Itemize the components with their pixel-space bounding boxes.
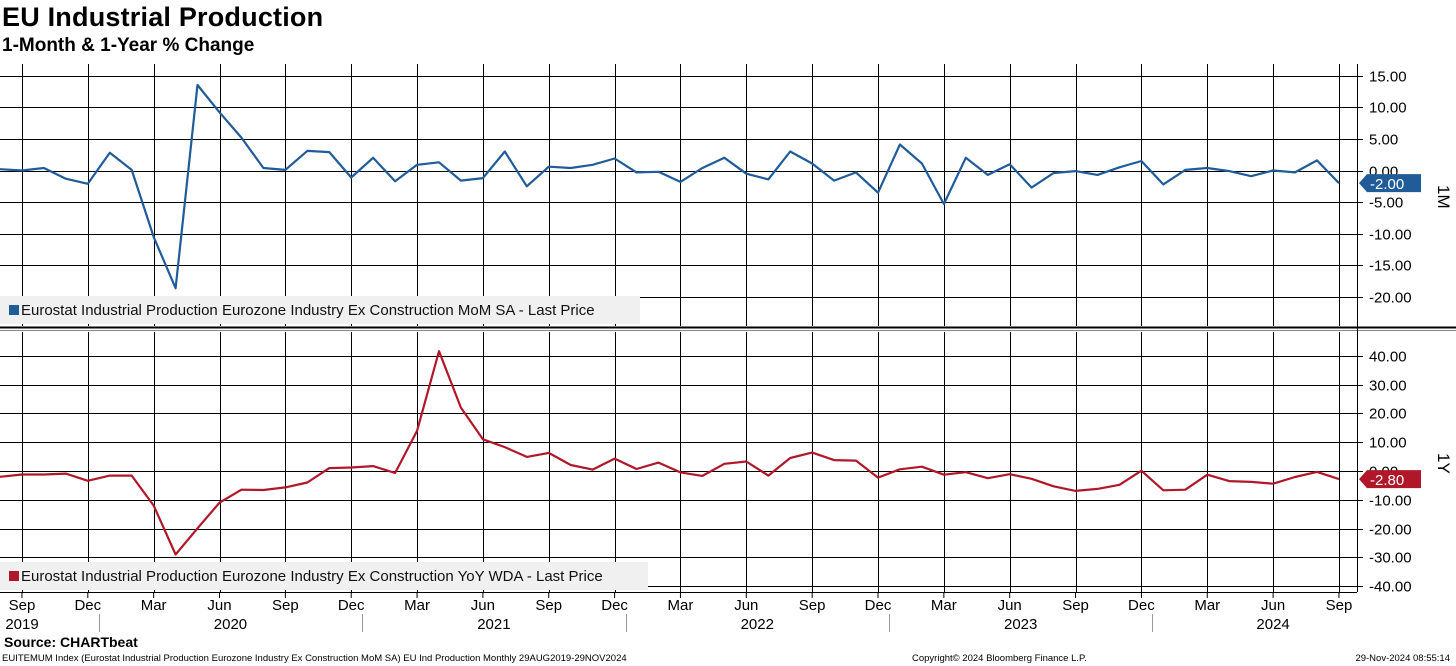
- legend-label: Eurostat Industrial Production Eurozone …: [21, 302, 595, 319]
- x-tick-label: Mar: [1194, 597, 1220, 614]
- panel-tag: 1M: [1434, 185, 1453, 209]
- x-tick-label: Mar: [931, 597, 957, 614]
- x-tick-label: Jun: [734, 597, 758, 614]
- x-tick-label: Sep: [1326, 597, 1353, 614]
- footer-timestamp: 29-Nov-2024 08:55:14: [1355, 653, 1450, 664]
- y-tick-label: 10.00: [1369, 100, 1407, 117]
- x-tick-label: Jun: [471, 597, 495, 614]
- y-tick-label: 40.00: [1369, 349, 1407, 366]
- series-line: [0, 83, 1340, 290]
- legend-label: Eurostat Industrial Production Eurozone …: [21, 568, 603, 585]
- legend-box: [0, 296, 640, 324]
- x-year-label: 2020: [214, 616, 247, 633]
- x-year-label: 2023: [1004, 616, 1037, 633]
- y-tick-label: 5.00: [1369, 132, 1398, 149]
- x-tick-label: Sep: [9, 597, 36, 614]
- y-tick-label: -10.00: [1369, 493, 1412, 510]
- x-tick-label: Mar: [141, 597, 167, 614]
- panel-tag: 1Y: [1434, 453, 1453, 474]
- x-tick-label: Jun: [207, 597, 231, 614]
- x-tick-label: Mar: [404, 597, 430, 614]
- y-tick-label: 10.00: [1369, 435, 1407, 452]
- x-tick-label: Mar: [668, 597, 694, 614]
- y-tick-label: -20.00: [1369, 522, 1412, 539]
- last-value-label: -2.00: [1370, 176, 1404, 193]
- y-tick-label: -20.00: [1369, 290, 1412, 307]
- series-line: [0, 350, 1340, 556]
- legend-swatch: [9, 571, 19, 581]
- chart-title: EU Industrial Production: [2, 2, 324, 32]
- legend-swatch: [9, 305, 19, 315]
- bottom-panel: 40.0030.0020.0010.000.00-10.00-20.00-30.…: [0, 332, 1453, 596]
- footer-index-description: EUITEMUM Index (Eurostat Industrial Prod…: [2, 653, 627, 664]
- top-panel: 15.0010.005.000.00-5.00-10.00-15.00-20.0…: [0, 64, 1453, 326]
- legend-box: [0, 562, 648, 590]
- x-tick-label: Dec: [601, 597, 628, 614]
- y-tick-label: -40.00: [1369, 579, 1412, 596]
- last-value-label: -2.80: [1370, 472, 1404, 489]
- x-year-label: 2022: [741, 616, 774, 633]
- y-tick-label: -30.00: [1369, 550, 1412, 567]
- x-tick-label: Sep: [1062, 597, 1089, 614]
- x-tick-label: Dec: [865, 597, 892, 614]
- y-tick-label: 20.00: [1369, 406, 1407, 423]
- x-tick-label: Sep: [799, 597, 826, 614]
- x-tick-label: Jun: [1261, 597, 1285, 614]
- x-tick-label: Jun: [998, 597, 1022, 614]
- x-year-label: 2021: [477, 616, 510, 633]
- x-tick-label: Dec: [74, 597, 101, 614]
- last-value-marker: [1359, 470, 1421, 489]
- last-value-marker: [1359, 174, 1421, 193]
- y-tick-label: -15.00: [1369, 258, 1412, 275]
- chart-subtitle: 1-Month & 1-Year % Change: [2, 35, 255, 56]
- source-note: Source: CHARTbeat: [4, 634, 138, 650]
- x-year-label: 2019: [5, 616, 38, 633]
- y-tick-label: 30.00: [1369, 378, 1407, 395]
- x-tick-label: Sep: [272, 597, 299, 614]
- x-tick-label: Dec: [1128, 597, 1155, 614]
- y-tick-label: -5.00: [1369, 195, 1403, 212]
- x-tick-label: Dec: [338, 597, 365, 614]
- footer-copyright: Copyright© 2024 Bloomberg Finance L.P.: [912, 653, 1087, 664]
- x-year-label: 2024: [1256, 616, 1289, 633]
- y-tick-label: -10.00: [1369, 227, 1412, 244]
- x-tick-label: Sep: [535, 597, 562, 614]
- y-tick-label: 15.00: [1369, 69, 1407, 86]
